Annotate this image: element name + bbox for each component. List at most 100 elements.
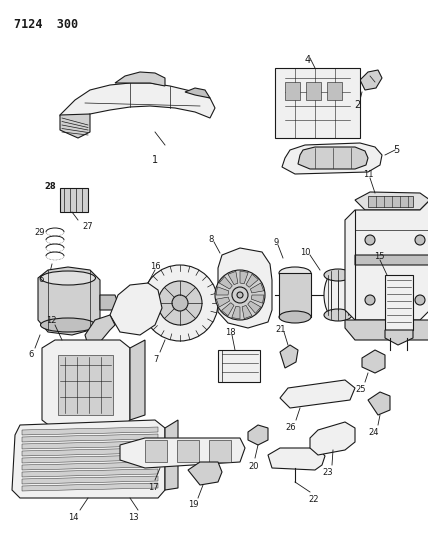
Ellipse shape [41,318,95,332]
Circle shape [415,235,425,245]
Text: 9: 9 [274,238,279,247]
Circle shape [232,287,248,303]
Circle shape [365,295,375,305]
Polygon shape [298,147,368,169]
Polygon shape [222,303,234,316]
Text: 12: 12 [46,316,56,325]
Polygon shape [85,315,115,345]
Circle shape [172,295,188,311]
Text: 2: 2 [354,100,360,110]
Bar [368,196,413,207]
Text: 26: 26 [285,423,296,432]
Polygon shape [22,434,158,442]
Text: 11: 11 [363,170,374,179]
Polygon shape [115,72,165,86]
Text: 23: 23 [322,468,333,477]
Polygon shape [362,350,385,373]
Polygon shape [22,455,158,463]
Polygon shape [100,295,118,310]
Circle shape [365,235,375,245]
Bar [385,275,413,330]
Polygon shape [248,425,268,445]
Bar [209,440,231,462]
Ellipse shape [324,309,352,321]
Circle shape [158,281,202,325]
Polygon shape [240,271,248,284]
Polygon shape [120,438,245,468]
Text: 21: 21 [275,325,285,334]
Polygon shape [280,380,355,408]
Polygon shape [368,392,390,415]
Polygon shape [188,462,222,485]
Bar [285,82,300,100]
Polygon shape [385,330,413,345]
Text: 22: 22 [308,495,318,504]
Text: 5: 5 [393,145,399,155]
Polygon shape [22,483,158,491]
Bar [58,355,113,415]
Polygon shape [60,114,90,138]
Polygon shape [232,306,240,319]
Polygon shape [248,301,261,313]
Text: 6: 6 [38,275,43,284]
Text: 1: 1 [152,155,158,165]
Bar [218,350,260,382]
Polygon shape [360,70,382,90]
Polygon shape [250,283,264,293]
Text: 14: 14 [68,513,78,522]
Text: 10: 10 [300,248,310,257]
Polygon shape [60,83,215,122]
Polygon shape [280,345,298,368]
Polygon shape [242,305,252,319]
Ellipse shape [279,267,311,279]
Circle shape [415,295,425,305]
Text: 24: 24 [368,428,378,437]
Polygon shape [38,267,100,335]
Circle shape [142,265,218,341]
Text: 18: 18 [225,328,236,337]
Bar [60,188,88,212]
Circle shape [215,270,265,320]
Polygon shape [345,308,428,340]
Text: 15: 15 [374,252,384,261]
Polygon shape [217,297,229,307]
Polygon shape [42,340,130,430]
Polygon shape [268,448,325,470]
Polygon shape [110,283,162,335]
Text: 28: 28 [44,182,56,191]
Polygon shape [228,271,238,285]
Bar [327,82,342,100]
Polygon shape [355,192,428,210]
Polygon shape [246,274,259,287]
Polygon shape [22,462,158,470]
Ellipse shape [324,270,352,320]
Bar [279,273,311,317]
Text: 7124  300: 7124 300 [14,18,78,31]
Text: 27: 27 [82,222,92,231]
Circle shape [237,292,243,298]
Bar [177,440,199,462]
Polygon shape [185,88,210,98]
Text: 6: 6 [28,350,33,359]
Ellipse shape [41,271,95,285]
Polygon shape [218,248,272,328]
Polygon shape [12,420,165,498]
Polygon shape [355,248,428,265]
Text: 17: 17 [148,483,159,492]
Text: 4: 4 [305,55,311,65]
Ellipse shape [324,269,352,281]
Polygon shape [22,427,158,435]
Text: 7: 7 [153,355,158,364]
Polygon shape [251,295,264,303]
Bar [306,82,321,100]
Text: 8: 8 [208,235,214,244]
Text: 29: 29 [34,228,45,237]
Polygon shape [282,143,382,174]
Polygon shape [22,476,158,484]
Polygon shape [22,469,158,477]
Polygon shape [165,420,178,490]
Polygon shape [22,448,158,456]
Polygon shape [22,441,158,449]
Polygon shape [345,200,428,320]
Ellipse shape [279,311,311,323]
